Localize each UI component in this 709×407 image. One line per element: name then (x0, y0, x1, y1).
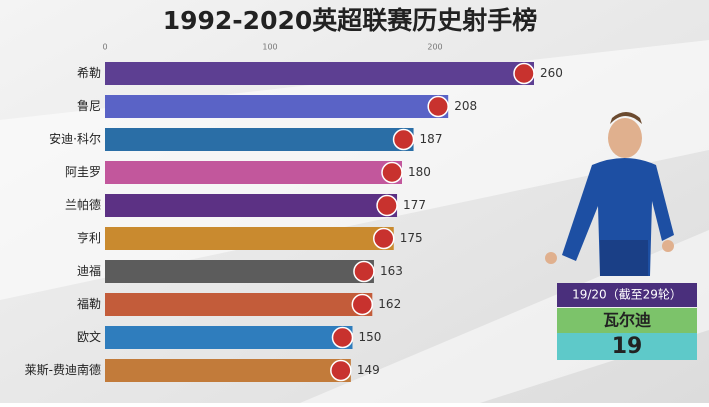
value-label: 208 (454, 99, 477, 113)
value-label: 162 (378, 297, 401, 311)
bar (105, 359, 351, 382)
value-label: 180 (408, 165, 431, 179)
bar (105, 227, 394, 250)
y-tick-label: 亨利 (77, 230, 101, 245)
y-tick-label: 迪福 (77, 263, 101, 278)
chart-title: 1992-2020英超联赛历史射手榜 (163, 6, 538, 35)
avatar (351, 293, 374, 316)
bar (105, 293, 373, 316)
avatar (353, 260, 375, 283)
value-label: 150 (359, 330, 382, 344)
y-tick-label: 兰帕德 (65, 197, 101, 212)
panel-goals: 19 (612, 334, 643, 359)
panel-season: 19/20（截至29轮） (572, 288, 682, 302)
x-tick-label: 200 (427, 43, 442, 52)
panel-season-box (557, 283, 697, 307)
bar (105, 326, 353, 349)
panel-goals-box (557, 333, 697, 360)
value-label: 260 (540, 66, 563, 80)
x-tick-label: 100 (262, 43, 277, 52)
avatar (392, 128, 415, 151)
avatar (381, 161, 403, 184)
y-tick-label: 鲁尼 (77, 99, 101, 113)
bar (105, 128, 414, 151)
value-label: 149 (357, 363, 380, 377)
value-label: 187 (420, 132, 443, 146)
avatar (427, 95, 449, 118)
y-tick-label: 莱斯-费迪南德 (25, 362, 101, 377)
value-label: 163 (380, 264, 403, 278)
bar (105, 260, 374, 283)
avatar (330, 359, 352, 382)
value-label: 175 (400, 231, 423, 245)
value-label: 177 (403, 198, 426, 212)
panel-player: 瓦尔迪 (603, 311, 651, 330)
bar (105, 95, 449, 118)
avatar (373, 227, 395, 250)
y-tick-label: 欧文 (77, 329, 101, 344)
y-tick-label: 福勒 (77, 296, 101, 311)
x-tick-label: 0 (102, 43, 107, 52)
avatar (331, 326, 354, 349)
player-figure (545, 112, 674, 276)
bar (105, 194, 398, 217)
bar (105, 161, 402, 184)
avatar (376, 194, 398, 217)
bar (105, 62, 534, 85)
y-tick-label: 希勒 (77, 65, 101, 80)
panel-player-box (557, 308, 697, 333)
y-tick-label: 安迪·科尔 (49, 131, 101, 146)
avatar (513, 62, 535, 85)
y-tick-label: 阿圭罗 (65, 165, 101, 179)
